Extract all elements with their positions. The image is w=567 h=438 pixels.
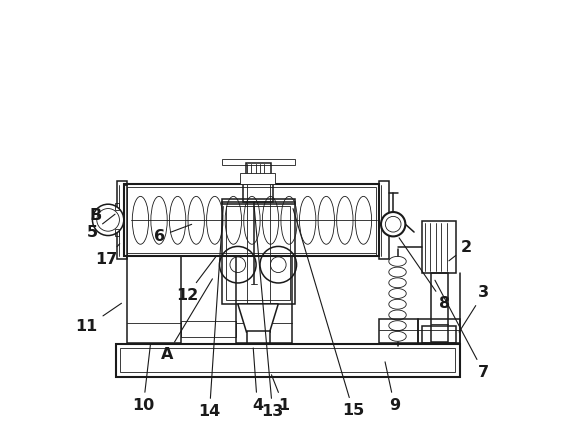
Bar bbox=[243, 180, 273, 201]
Text: 3: 3 bbox=[459, 286, 489, 332]
Bar bbox=[422, 325, 456, 343]
Bar bbox=[226, 206, 290, 300]
Bar bbox=[240, 173, 275, 184]
Bar bbox=[181, 321, 236, 336]
Bar bbox=[222, 198, 295, 204]
Bar bbox=[379, 319, 418, 343]
Polygon shape bbox=[238, 304, 278, 332]
Circle shape bbox=[92, 204, 124, 236]
Bar bbox=[127, 256, 181, 343]
Bar bbox=[430, 273, 448, 342]
Bar bbox=[222, 159, 295, 165]
Bar bbox=[246, 163, 271, 180]
Bar bbox=[115, 203, 119, 210]
Bar bbox=[222, 201, 295, 304]
Text: 13: 13 bbox=[254, 207, 284, 419]
Text: 15: 15 bbox=[293, 208, 364, 418]
Bar bbox=[116, 344, 460, 377]
Bar bbox=[115, 230, 119, 237]
Text: A: A bbox=[160, 279, 213, 362]
Text: 14: 14 bbox=[198, 207, 223, 419]
Bar bbox=[124, 184, 379, 256]
Text: 1: 1 bbox=[272, 375, 289, 413]
Text: B: B bbox=[90, 208, 101, 223]
Bar bbox=[422, 221, 456, 273]
Text: 2: 2 bbox=[449, 240, 472, 261]
Bar bbox=[236, 256, 292, 343]
Text: 6: 6 bbox=[154, 224, 192, 244]
Circle shape bbox=[381, 212, 405, 237]
Text: 10: 10 bbox=[132, 345, 154, 413]
Bar bbox=[379, 181, 389, 259]
Bar bbox=[127, 187, 376, 253]
Bar bbox=[120, 348, 455, 372]
Text: 4: 4 bbox=[252, 348, 263, 413]
Bar bbox=[247, 331, 269, 343]
Text: 8: 8 bbox=[399, 238, 450, 311]
Bar bbox=[117, 181, 127, 259]
Text: 9: 9 bbox=[385, 362, 400, 413]
Text: 17: 17 bbox=[95, 244, 120, 267]
Text: 7: 7 bbox=[435, 280, 489, 380]
Text: 5: 5 bbox=[86, 214, 115, 240]
Text: 11: 11 bbox=[75, 303, 121, 335]
Text: 12: 12 bbox=[176, 257, 215, 303]
Bar bbox=[418, 319, 460, 343]
